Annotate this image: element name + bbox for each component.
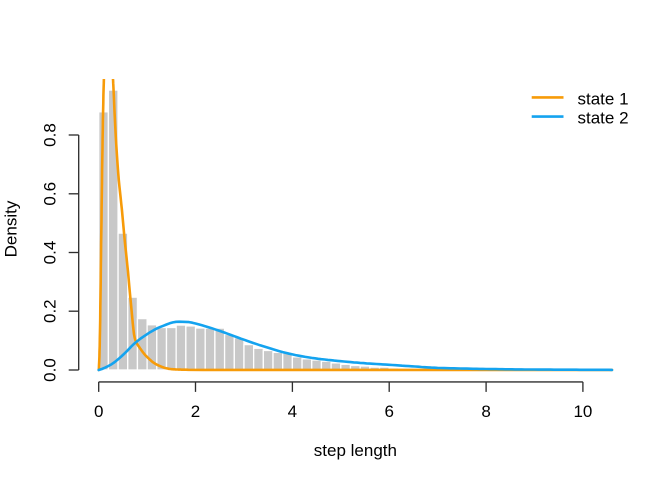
svg-text:4: 4: [288, 402, 297, 421]
svg-text:2: 2: [191, 402, 200, 421]
svg-text:0.6: 0.6: [41, 182, 60, 206]
svg-text:state 2: state 2: [578, 109, 629, 128]
svg-text:0.4: 0.4: [41, 241, 60, 265]
svg-text:0.0: 0.0: [41, 358, 60, 382]
svg-text:0: 0: [94, 402, 103, 421]
svg-text:state 1: state 1: [578, 90, 629, 109]
svg-text:0.2: 0.2: [41, 299, 60, 323]
svg-text:0.8: 0.8: [41, 123, 60, 147]
svg-text:step length: step length: [314, 441, 397, 460]
svg-text:6: 6: [384, 402, 393, 421]
svg-text:10: 10: [573, 402, 592, 421]
svg-text:8: 8: [481, 402, 490, 421]
svg-text:Density: Density: [2, 200, 21, 257]
